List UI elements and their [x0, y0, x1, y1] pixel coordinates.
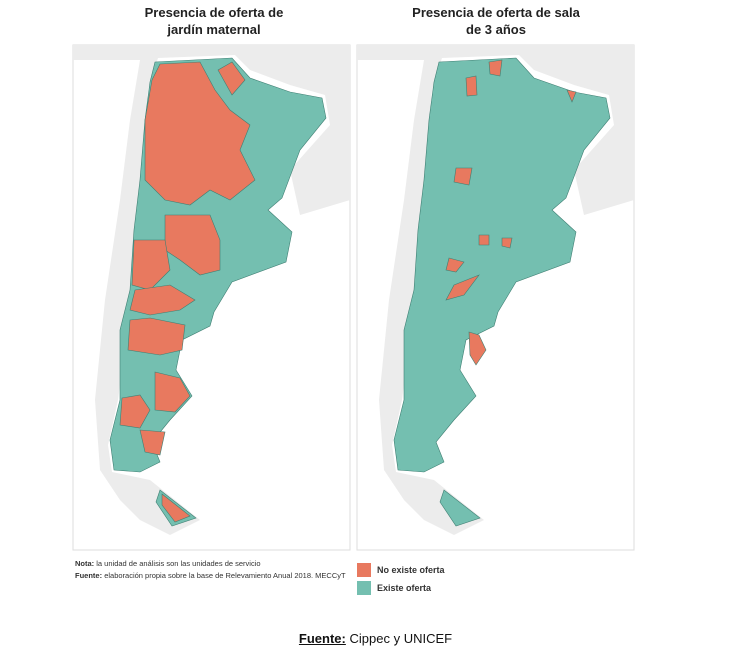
- footer: Fuente: Cippec y UNICEF: [0, 631, 751, 646]
- footer-label: Fuente:: [298, 631, 346, 646]
- note-text: la unidad de análisis son las unidades d…: [96, 559, 260, 568]
- map-panel: [356, 44, 635, 551]
- note: Nota: la unidad de análisis son las unid…: [75, 559, 261, 568]
- legend-swatch: [357, 581, 371, 595]
- legend-swatch: [357, 563, 371, 577]
- footer-text: Cippec y UNICEF: [349, 631, 453, 646]
- note: Fuente: elaboración propia sobre la base…: [75, 571, 346, 580]
- map-title: jardín maternal: [166, 22, 260, 37]
- note-text: elaboración propia sobre la base de Rele…: [104, 571, 346, 580]
- no-offer-areas: [119, 61, 256, 523]
- legend-label: No existe oferta: [377, 565, 446, 575]
- note-label: Nota:: [75, 559, 94, 568]
- map-panel: [72, 44, 351, 551]
- map-title: de 3 años: [466, 22, 526, 37]
- no-offer-areas: [445, 59, 577, 366]
- maps-figure: Presencia de oferta de jardín maternal P…: [72, 5, 635, 595]
- legend-label: Existe oferta: [377, 583, 432, 593]
- map-title: Presencia de oferta de sala: [412, 5, 580, 20]
- note-label: Fuente:: [75, 571, 102, 580]
- map-title: Presencia de oferta de: [145, 5, 284, 20]
